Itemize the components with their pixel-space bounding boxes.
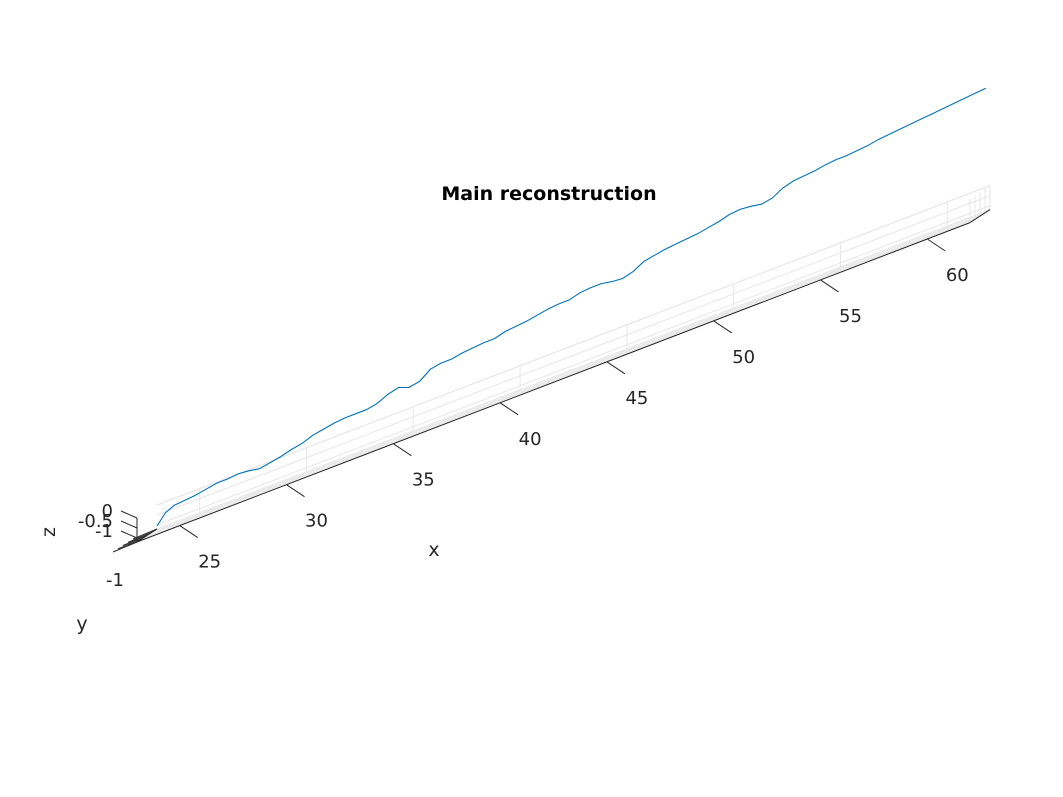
y-tick-mark (117, 538, 143, 550)
x-tick-mark (179, 525, 198, 539)
x-axis-label: x (428, 539, 439, 561)
x-tick-mark (927, 238, 946, 252)
y-tick-mark (127, 531, 153, 543)
z-tick-label: -0.5 (78, 511, 113, 532)
y-tick-mark (122, 535, 148, 546)
right-floor-edge (969, 209, 991, 224)
x-tick-label: 40 (519, 429, 542, 450)
x-tick-mark (606, 361, 626, 375)
z-tick-mark (120, 520, 138, 529)
z-tick-mark (120, 510, 138, 519)
grid-line-z-wall (156, 195, 991, 516)
z-tick-mark (120, 530, 138, 539)
series-line-0 (156, 87, 987, 527)
z-axis-label: z (38, 527, 60, 537)
y-tick-mark (132, 528, 158, 540)
x-tick-label: 30 (305, 511, 328, 532)
box-edge-top-back (156, 185, 991, 506)
x-tick-mark (499, 402, 519, 416)
x-tick-mark (713, 320, 732, 334)
y-tick-mark (112, 541, 138, 553)
x-tick-label: 60 (946, 265, 969, 286)
grid-line-z-wall (156, 205, 991, 526)
z-tick-label: -1 (95, 521, 113, 542)
grid-line-y-floor (146, 215, 981, 536)
x-tick-label: 25 (198, 552, 221, 573)
x-tick-label: 55 (839, 306, 862, 327)
y-tick-label: -1 (106, 570, 124, 591)
x-tick-mark (820, 279, 839, 293)
grid-line-y-floor (141, 218, 976, 540)
x-tick-mark (393, 443, 412, 457)
grid-line-y-floor (151, 212, 986, 533)
series-layer (156, 87, 987, 527)
x-tick-label: 35 (412, 470, 435, 491)
grid-line-y-floor (156, 209, 991, 530)
x-axis-line (136, 222, 971, 543)
y-axis-label: y (76, 613, 87, 635)
x-tick-mark (286, 484, 305, 498)
chart-title: Main reconstruction (441, 183, 656, 205)
x-tick-label: 45 (625, 388, 648, 409)
z-tick-label: 0 (102, 501, 113, 522)
x-tick-label: 50 (732, 347, 755, 368)
